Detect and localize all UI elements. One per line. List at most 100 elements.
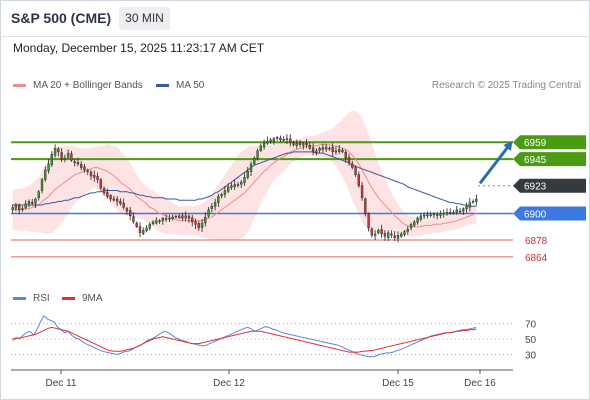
candle (204, 212, 207, 227)
legend-rsi: RSI (13, 293, 50, 304)
candle-body (311, 147, 315, 153)
level-tag-text: 6945 (524, 155, 547, 166)
candle (282, 136, 285, 142)
x-axis-label: Dec 15 (382, 378, 414, 389)
candle (403, 230, 406, 237)
candle-body (400, 233, 403, 237)
candle-body (338, 149, 341, 152)
ma50-line (12, 151, 477, 207)
candle-body (174, 215, 178, 218)
candle (471, 199, 475, 204)
candle-body (439, 213, 442, 216)
candle (112, 195, 116, 202)
candle-body (419, 215, 423, 220)
candle (393, 231, 396, 241)
candle-body (37, 191, 40, 199)
candle-body (96, 176, 99, 180)
candle-body (256, 150, 259, 159)
candle (184, 211, 187, 222)
candle (390, 230, 393, 238)
candle-body (115, 198, 119, 202)
candle (233, 179, 236, 190)
candle (70, 150, 73, 162)
candle-body (246, 171, 249, 178)
candle-body (132, 216, 135, 223)
candle-body (148, 224, 151, 229)
candle-body (275, 137, 279, 139)
candle-body (393, 235, 396, 238)
level-tag-text: 6959 (524, 138, 547, 149)
candle-body (181, 215, 184, 219)
candle (275, 136, 279, 141)
candle (262, 139, 266, 150)
candle-body (191, 217, 194, 223)
level-tag-6923: 6923 (513, 178, 586, 193)
candle-body (226, 186, 230, 192)
candle (357, 171, 360, 188)
x-axis-label: Dec 11 (46, 378, 77, 389)
candle (387, 230, 390, 241)
candle (21, 205, 24, 212)
candle (99, 178, 102, 191)
candle (17, 203, 21, 215)
candle-body (80, 163, 83, 168)
candle-body (279, 137, 282, 141)
candle (93, 170, 96, 182)
candle (311, 143, 315, 156)
research-credit: Research © 2025 Trading Central (431, 80, 581, 91)
candle-body (432, 213, 436, 216)
candle (400, 231, 403, 238)
candle-body (161, 218, 165, 222)
candle-body (426, 214, 429, 217)
candle (125, 206, 129, 215)
candle-body (223, 190, 227, 195)
candle-body (164, 218, 168, 220)
candle (47, 159, 50, 174)
level-tag-bg (513, 178, 586, 193)
candle (462, 207, 465, 215)
candle (89, 169, 93, 181)
candle-body (403, 231, 406, 235)
candle-body (197, 223, 200, 229)
candle (455, 205, 458, 215)
candle-body (220, 193, 223, 197)
candle (34, 197, 37, 208)
timeframe-button[interactable]: 30 MIN (119, 7, 170, 30)
candle (168, 214, 171, 222)
candle (432, 211, 436, 219)
candle-body (360, 185, 364, 198)
projection-arrow-line (478, 143, 512, 185)
candle (347, 153, 351, 166)
candle-body (341, 149, 344, 153)
candle (266, 136, 269, 145)
candle-body (406, 228, 409, 232)
candle-body (155, 220, 158, 224)
candle-body (318, 148, 321, 151)
candle (409, 222, 413, 231)
candle-body (445, 212, 449, 215)
candle-body (240, 181, 243, 185)
candle (31, 198, 34, 206)
candle-body (334, 150, 338, 153)
candle-body (17, 204, 21, 211)
candle (426, 211, 429, 219)
candle-body (106, 192, 109, 197)
candle-body (465, 206, 468, 209)
candle-body (292, 142, 295, 145)
candle-body (452, 212, 455, 214)
candle (220, 192, 223, 199)
level-tag-6945: 6945 (513, 152, 586, 167)
candle-body (230, 185, 233, 188)
candle-body (233, 184, 236, 188)
candle (279, 135, 282, 142)
candle (132, 212, 135, 224)
candle-body (370, 228, 374, 236)
candle-body (204, 216, 207, 224)
candle (174, 214, 178, 219)
candle (445, 208, 449, 216)
candle (396, 231, 400, 243)
candle (223, 185, 227, 198)
candle (135, 221, 138, 229)
candle-body (184, 215, 187, 219)
